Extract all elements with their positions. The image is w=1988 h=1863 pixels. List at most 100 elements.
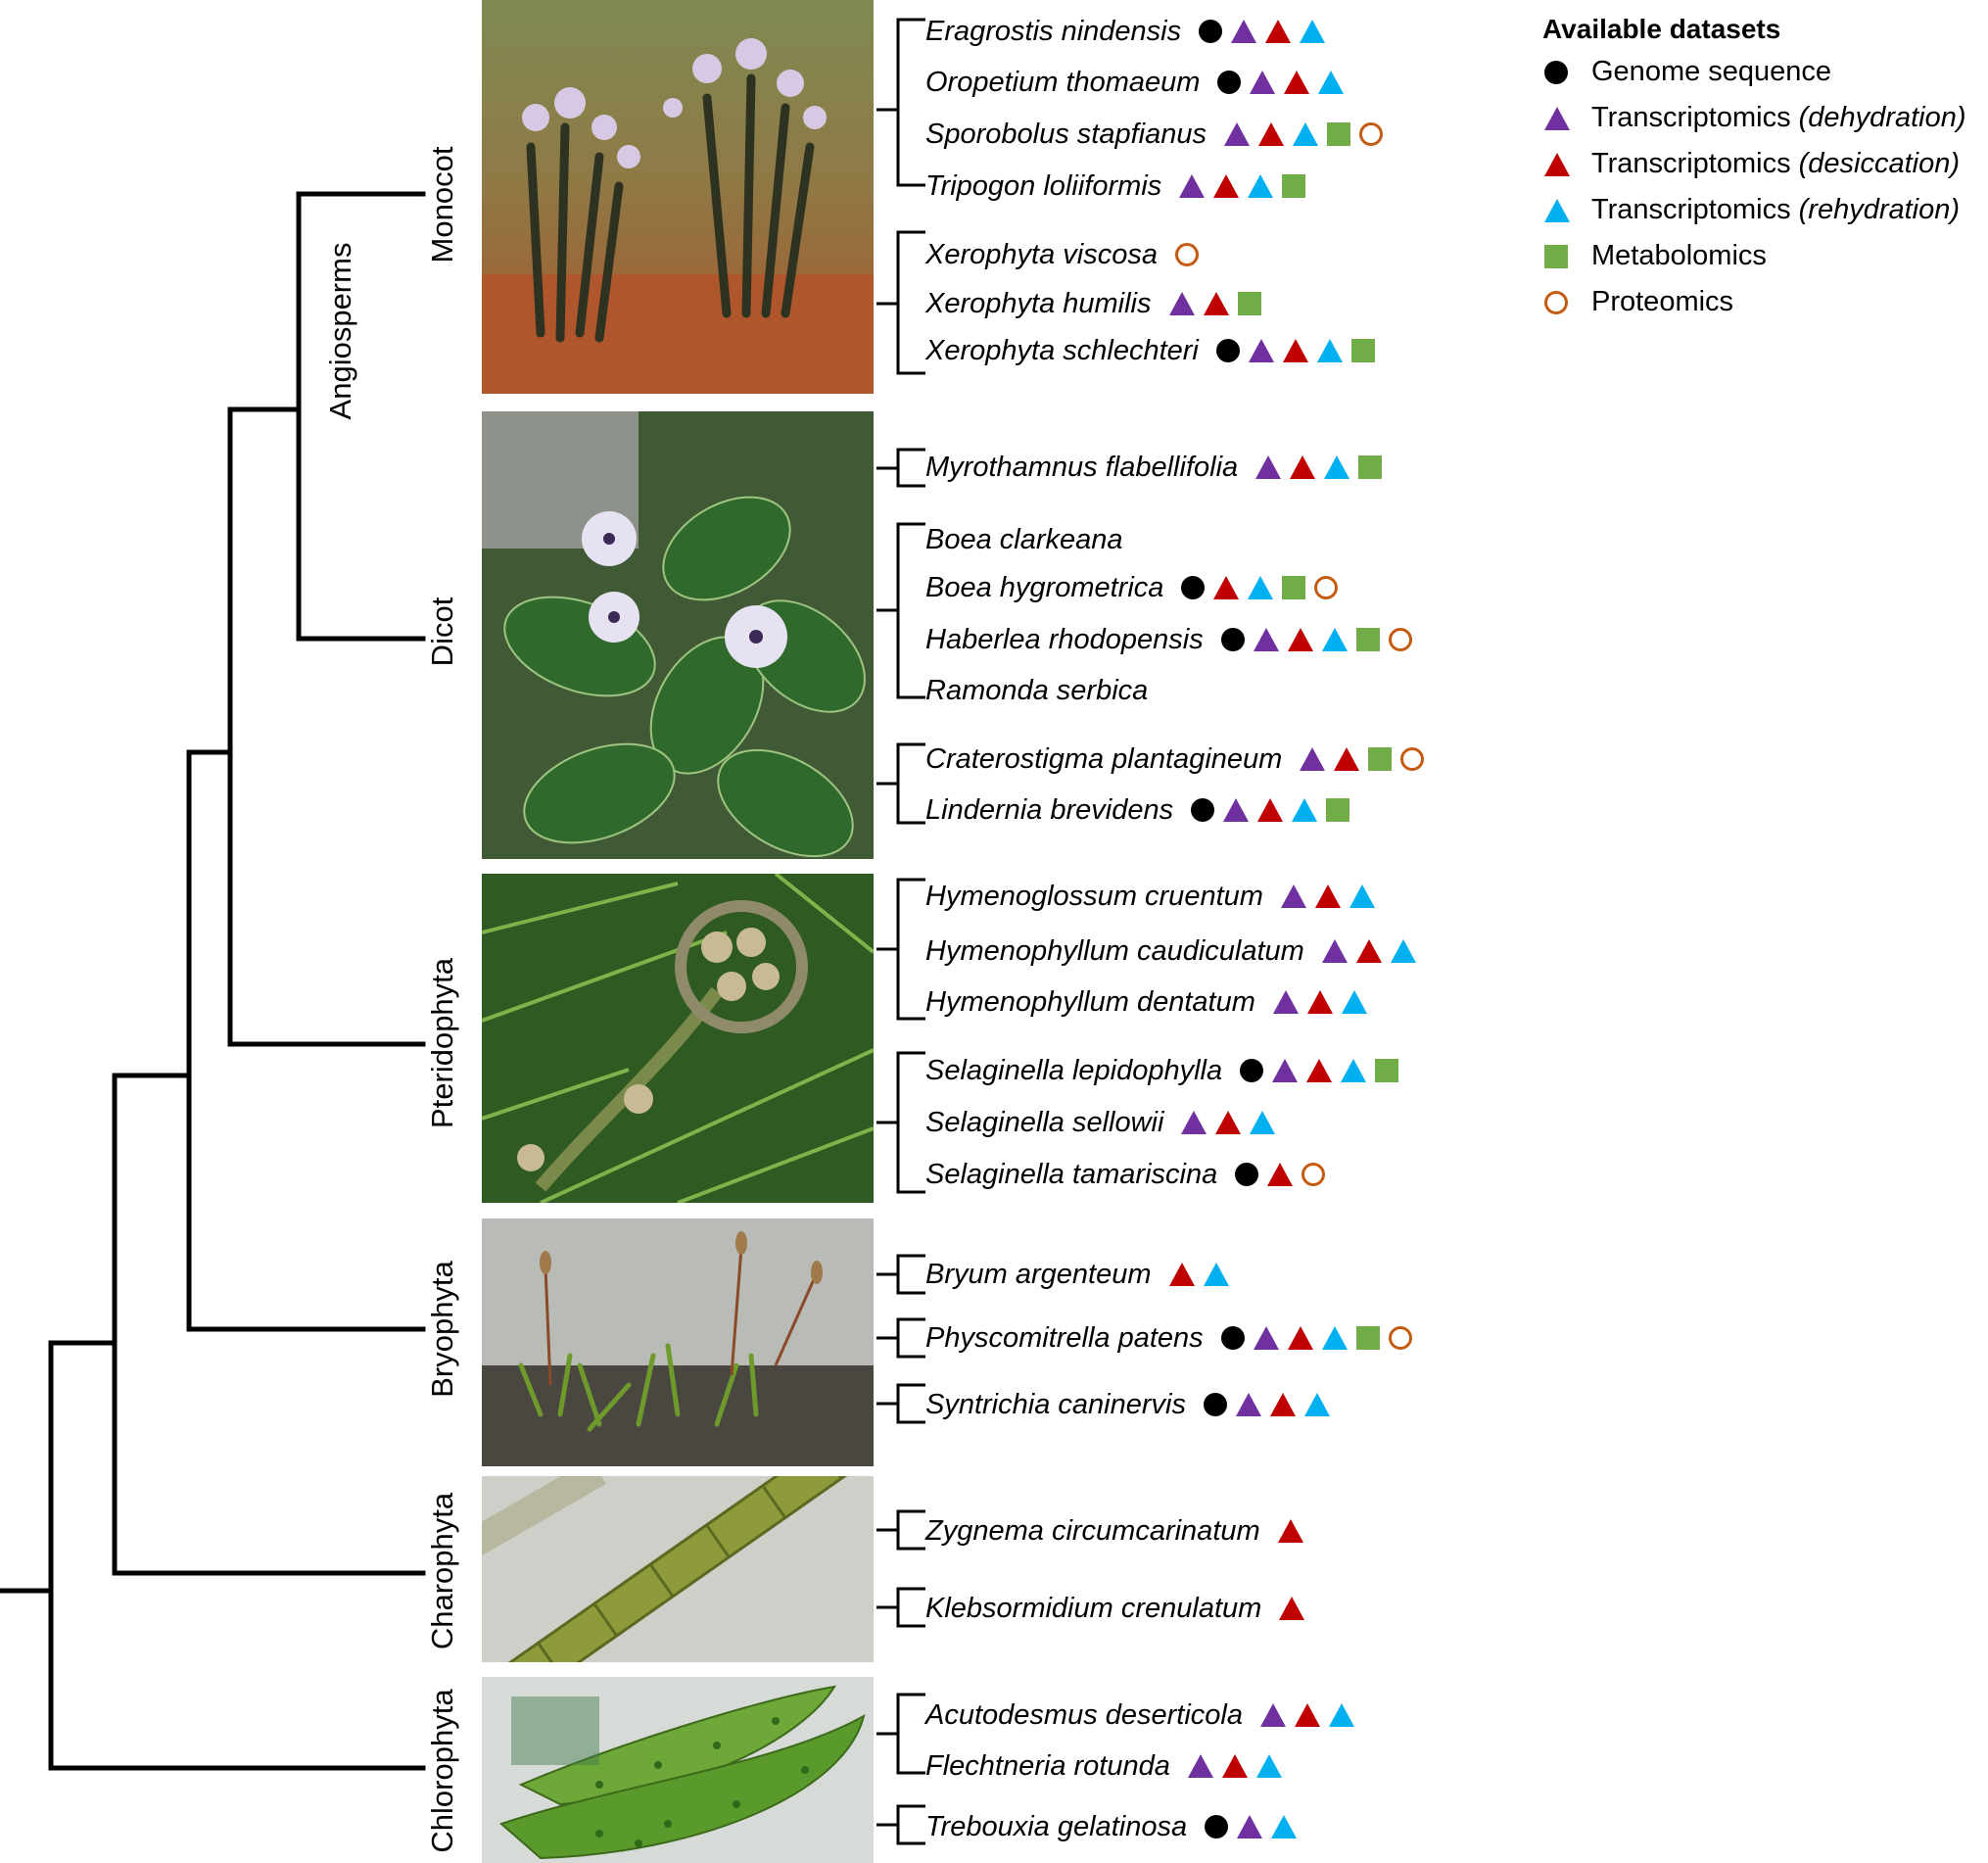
- desiccation-triangle-icon: [1306, 1059, 1333, 1082]
- legend-symbol: [1542, 152, 1591, 176]
- bracket-zygnema: [876, 1509, 925, 1551]
- dataset-markers: [1203, 1393, 1330, 1416]
- rehydration-triangle-icon: [1316, 339, 1343, 362]
- genome-dot-icon: [1544, 60, 1568, 84]
- desiccation-triangle-icon: [1257, 798, 1284, 822]
- metabolomics-square-icon: [1355, 628, 1380, 651]
- species-row: Xerophyta schlechteri: [925, 331, 1375, 370]
- species-row: Haberlea rhodopensis: [925, 620, 1412, 659]
- genome-dot-icon: [1240, 1059, 1264, 1082]
- desiccation-triangle-icon: [1287, 1326, 1313, 1350]
- desiccation-triangle-icon: [1334, 747, 1360, 771]
- legend-item: Transcriptomics (dehydration): [1542, 95, 1966, 141]
- dataset-markers: [1205, 1815, 1298, 1839]
- metabolomics-square-icon: [1237, 292, 1261, 315]
- species-name: Xerophyta viscosa: [925, 239, 1158, 270]
- species-row: Xerophyta humilis: [925, 284, 1261, 323]
- desiccation-triangle-icon: [1215, 1111, 1242, 1134]
- species-row: Klebsormidium crenulatum: [925, 1589, 1305, 1628]
- dataset-markers: [1235, 1163, 1326, 1186]
- desiccation-triangle-icon: [1267, 1163, 1294, 1186]
- species-name: Craterostigma plantagineum: [925, 743, 1283, 775]
- species-name: Syntrichia caninervis: [925, 1389, 1186, 1420]
- dataset-markers: [1217, 71, 1345, 94]
- species-name: Tripogon loliiformis: [925, 170, 1162, 202]
- bracket-monocot-grasses: [876, 18, 925, 187]
- species-row: Selaginella sellowii: [925, 1103, 1276, 1142]
- dataset-markers: [1240, 1059, 1399, 1082]
- desiccation-triangle-icon: [1295, 1703, 1320, 1727]
- dataset-markers: [1179, 174, 1306, 198]
- species-name: Boea hygrometrica: [925, 572, 1164, 603]
- genome-dot-icon: [1215, 339, 1240, 362]
- rehydration-triangle-icon: [1248, 576, 1274, 599]
- dehydration-triangle-icon: [1179, 174, 1206, 198]
- desiccation-triangle-icon: [1355, 939, 1382, 963]
- dehydration-triangle-icon: [1253, 1326, 1279, 1350]
- legend-label: Metabolomics: [1591, 240, 1767, 271]
- species-name: Bryum argenteum: [925, 1259, 1152, 1290]
- dehydration-triangle-icon: [1260, 1703, 1286, 1727]
- dehydration-triangle-icon: [1250, 71, 1276, 94]
- species-name: Eragrostis nindensis: [925, 16, 1182, 47]
- proteomics-circle-icon: [1400, 747, 1425, 771]
- dataset-markers: [1199, 20, 1326, 43]
- dehydration-triangle-icon: [1181, 1111, 1207, 1134]
- dataset-markers: [1220, 628, 1412, 651]
- genome-dot-icon: [1205, 1815, 1229, 1839]
- species-name: Klebsormidium crenulatum: [925, 1593, 1262, 1624]
- desiccation-triangle-icon: [1269, 1393, 1296, 1416]
- photo-pteridophyta: [482, 874, 874, 1203]
- dataset-markers: [1215, 339, 1375, 362]
- dehydration-triangle-icon: [1255, 455, 1282, 479]
- rehydration-triangle-icon: [1544, 198, 1570, 222]
- genome-dot-icon: [1217, 71, 1242, 94]
- metabolomics-square-icon: [1544, 244, 1568, 268]
- legend-item: Genome sequence: [1542, 49, 1966, 95]
- species-name: Xerophyta humilis: [925, 288, 1152, 319]
- legend-symbol: [1542, 290, 1591, 314]
- legend-item: Transcriptomics (desiccation): [1542, 141, 1966, 187]
- species-row: Hymenoglossum cruentum: [925, 877, 1375, 916]
- legend-label: Transcriptomics: [1591, 194, 1799, 225]
- dataset-markers: [1168, 292, 1261, 315]
- species-row: Hymenophyllum dentatum: [925, 982, 1367, 1022]
- species-row: Syntrichia caninervis: [925, 1385, 1330, 1424]
- species-row: Zygnema circumcarinatum: [925, 1511, 1303, 1551]
- desiccation-triangle-icon: [1544, 152, 1570, 176]
- desiccation-triangle-icon: [1290, 455, 1316, 479]
- metabolomics-square-icon: [1326, 122, 1350, 146]
- photo-dicot: [482, 411, 874, 859]
- species-row: Boea clarkeana: [925, 520, 1141, 559]
- bracket-xerophyta: [876, 230, 925, 375]
- species-row: Tripogon loliiformis: [925, 167, 1306, 206]
- metabolomics-square-icon: [1326, 798, 1350, 822]
- dataset-markers: [1300, 747, 1425, 771]
- species-name: Physcomitrella patens: [925, 1322, 1204, 1354]
- proteomics-circle-icon: [1388, 628, 1412, 651]
- rehydration-triangle-icon: [1203, 1263, 1229, 1286]
- desiccation-triangle-icon: [1203, 292, 1229, 315]
- photo-monocot: [482, 0, 874, 394]
- species-name: Sporobolus stapfianus: [925, 119, 1207, 150]
- species-name: Flechtneria rotunda: [925, 1750, 1170, 1782]
- legend-symbol: [1542, 60, 1591, 84]
- dataset-markers: [1181, 1111, 1276, 1134]
- genome-dot-icon: [1220, 1326, 1245, 1350]
- species-name: Selaginella lepidophylla: [925, 1055, 1223, 1086]
- proteomics-circle-icon: [1388, 1326, 1412, 1350]
- bracket-hymenophyllaceae: [876, 878, 925, 1021]
- dehydration-triangle-icon: [1544, 106, 1570, 130]
- metabolomics-square-icon: [1282, 576, 1306, 599]
- dataset-markers: [1181, 576, 1339, 599]
- legend-qualifier: (desiccation): [1798, 148, 1961, 179]
- metabolomics-square-icon: [1355, 1326, 1380, 1350]
- legend-label: Genome sequence: [1591, 56, 1832, 87]
- rehydration-triangle-icon: [1341, 1059, 1367, 1082]
- dataset-markers: [1279, 1597, 1305, 1620]
- species-name: Xerophyta schlechteri: [925, 335, 1199, 366]
- desiccation-triangle-icon: [1279, 1597, 1305, 1620]
- bracket-physcomitrella: [876, 1317, 925, 1359]
- species-row: Boea hygrometrica: [925, 568, 1339, 607]
- species-row: Selaginella lepidophylla: [925, 1051, 1399, 1090]
